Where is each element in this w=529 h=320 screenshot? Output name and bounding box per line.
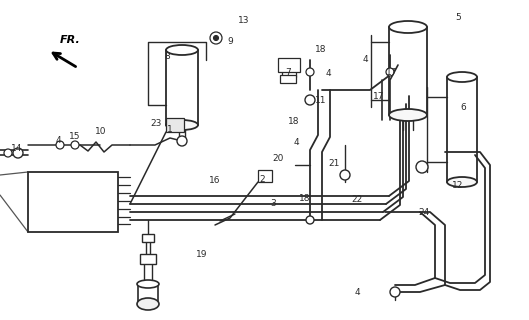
Ellipse shape (447, 177, 477, 187)
Bar (280, 75, 296, 83)
Text: 17: 17 (373, 92, 385, 100)
Text: 18: 18 (315, 45, 326, 54)
Circle shape (4, 149, 12, 157)
Circle shape (56, 141, 64, 149)
Text: 18: 18 (299, 194, 311, 203)
Circle shape (386, 68, 394, 76)
Circle shape (305, 95, 315, 105)
Bar (258, 170, 272, 182)
Circle shape (210, 32, 222, 44)
Text: 4: 4 (325, 69, 331, 78)
Text: 20: 20 (272, 154, 284, 163)
Circle shape (416, 161, 428, 173)
Text: 5: 5 (455, 13, 461, 22)
Text: 7: 7 (286, 68, 291, 76)
Ellipse shape (166, 120, 198, 130)
Bar (142, 234, 154, 242)
Text: 1: 1 (167, 125, 172, 134)
Circle shape (390, 287, 400, 297)
Text: 12: 12 (452, 181, 464, 190)
Text: 19: 19 (196, 250, 207, 259)
Bar (166, 118, 184, 132)
Text: 2: 2 (259, 175, 265, 184)
Text: 3: 3 (270, 199, 276, 208)
Text: 15: 15 (69, 132, 80, 140)
Ellipse shape (137, 280, 159, 288)
Text: 11: 11 (315, 96, 326, 105)
Circle shape (306, 68, 314, 76)
Text: 23: 23 (151, 119, 162, 128)
Circle shape (177, 136, 187, 146)
Text: 22: 22 (352, 196, 363, 204)
Text: 24: 24 (418, 208, 429, 217)
Text: 4: 4 (56, 136, 61, 145)
Circle shape (340, 170, 350, 180)
Text: 18: 18 (288, 117, 300, 126)
Text: 14: 14 (11, 144, 22, 153)
Text: 4: 4 (294, 138, 299, 147)
Text: 16: 16 (209, 176, 221, 185)
Circle shape (306, 216, 314, 224)
Bar (28, 172, 118, 232)
Circle shape (214, 36, 218, 41)
Text: 21: 21 (328, 159, 340, 168)
Text: 13: 13 (238, 16, 250, 25)
Text: 8: 8 (164, 52, 170, 60)
Text: FR.: FR. (60, 35, 80, 45)
Bar (140, 254, 156, 264)
Text: 9: 9 (227, 37, 233, 46)
Ellipse shape (447, 72, 477, 82)
Text: 17: 17 (386, 68, 398, 76)
Text: 4: 4 (362, 55, 368, 64)
Text: 6: 6 (460, 103, 466, 112)
Text: 10: 10 (95, 127, 107, 136)
Bar (278, 58, 300, 72)
Text: 4: 4 (354, 288, 360, 297)
Ellipse shape (389, 21, 427, 33)
Ellipse shape (137, 298, 159, 310)
Circle shape (13, 148, 23, 158)
Ellipse shape (166, 45, 198, 55)
Ellipse shape (389, 109, 427, 121)
Circle shape (71, 141, 79, 149)
